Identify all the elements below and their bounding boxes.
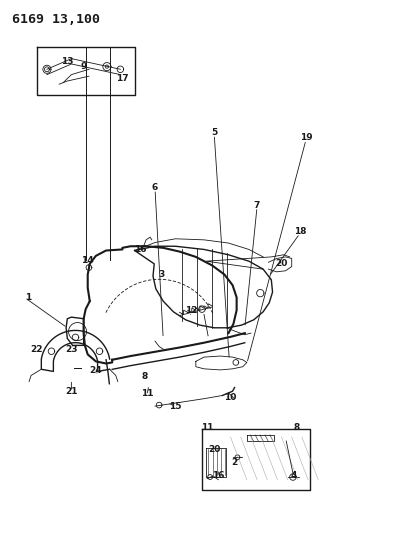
- Text: 16: 16: [212, 472, 224, 480]
- Text: 8: 8: [294, 424, 300, 432]
- Text: 14: 14: [82, 256, 94, 264]
- Text: 9: 9: [80, 62, 87, 71]
- Text: 3: 3: [158, 270, 164, 279]
- Text: 8: 8: [142, 372, 148, 381]
- Text: 18: 18: [294, 228, 306, 236]
- Text: 4: 4: [290, 472, 297, 480]
- Text: 5: 5: [211, 128, 217, 136]
- Text: 11: 11: [201, 424, 213, 432]
- Text: 2: 2: [231, 458, 238, 467]
- Text: 7: 7: [254, 201, 260, 209]
- Text: 23: 23: [65, 345, 78, 353]
- Text: 15: 15: [169, 402, 182, 410]
- Text: 20: 20: [275, 260, 288, 268]
- Text: 20: 20: [208, 445, 220, 454]
- Text: 1: 1: [25, 293, 32, 302]
- Text: 19: 19: [300, 133, 312, 142]
- Text: 13: 13: [61, 57, 73, 66]
- Text: 22: 22: [31, 345, 43, 353]
- Text: 17: 17: [116, 75, 129, 83]
- Text: 24: 24: [90, 366, 102, 375]
- Text: 21: 21: [65, 387, 78, 396]
- Text: 10: 10: [224, 393, 237, 401]
- Text: 11: 11: [141, 389, 153, 398]
- Text: 16: 16: [135, 245, 147, 254]
- Text: 6169 13,100: 6169 13,100: [12, 13, 100, 26]
- Text: 6: 6: [152, 183, 158, 192]
- Text: 12: 12: [186, 306, 198, 315]
